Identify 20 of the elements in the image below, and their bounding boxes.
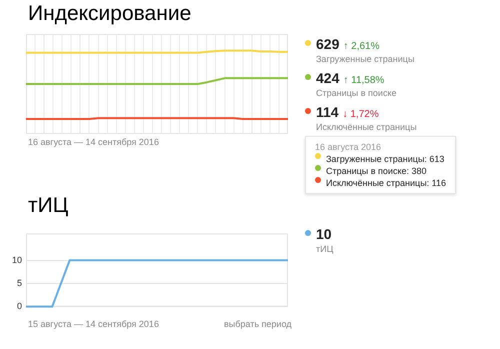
chart-title: тИЦ — [28, 194, 68, 218]
tooltip-panel: 16 августа 2016 Загруженные страницы: 613 Страницы в поиске: 380 Исключённые страницы: 116 — [305, 136, 456, 194]
text: ↓ 1,72% — [342, 109, 379, 120]
text: 629 — [316, 36, 340, 52]
legend-label: Загруженные страницы — [316, 54, 416, 64]
x-axis-title: 15 августа — 14 сентября 2016 — [28, 319, 159, 329]
y-tick-label: 10 — [12, 254, 22, 265]
text: 114 — [316, 104, 339, 120]
legend-label: Страницы в поиске — [316, 88, 398, 98]
text: 424 — [316, 70, 340, 86]
text: выбрать период — [224, 319, 292, 329]
chart-title: Индексирование — [28, 2, 192, 26]
y-tick-label: 5 — [16, 278, 22, 288]
text: ↑ 11,58% — [343, 75, 384, 86]
legend-label: Исключённые страницы — [316, 122, 417, 132]
y-tick-label: 0 — [16, 301, 22, 312]
text: 10 — [316, 226, 332, 242]
legend-label: тИЦ — [316, 244, 334, 254]
text: ↑ 2,61% — [343, 41, 380, 52]
x-axis-title: 16 августа — 14 сентября 2016 — [28, 137, 159, 147]
